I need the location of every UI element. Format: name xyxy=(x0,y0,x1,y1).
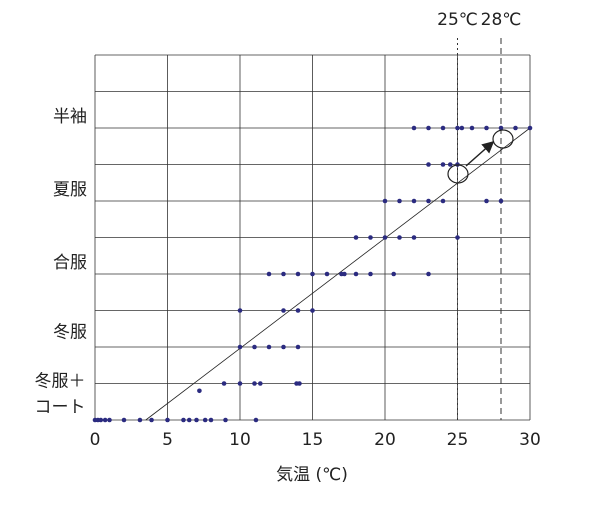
point xyxy=(411,198,417,204)
x-tick-label: 20 xyxy=(374,430,396,450)
point xyxy=(498,198,504,204)
point xyxy=(342,271,347,277)
highlight-ellipse xyxy=(447,164,469,184)
y-tick-label: 合服 xyxy=(53,253,87,273)
point xyxy=(107,417,112,423)
point xyxy=(297,381,302,386)
point xyxy=(391,271,397,277)
point xyxy=(426,198,431,204)
point xyxy=(324,271,330,277)
point xyxy=(440,125,446,131)
highlight-ellipse xyxy=(492,129,514,149)
point xyxy=(353,235,359,240)
point xyxy=(310,308,315,313)
y-tick-label: 冬服＋コート xyxy=(35,371,86,417)
point xyxy=(102,417,108,423)
point xyxy=(426,162,431,167)
trend-line xyxy=(145,127,531,421)
point xyxy=(165,417,170,423)
point xyxy=(484,125,489,131)
point xyxy=(527,125,533,131)
y-tick-label: 夏服 xyxy=(53,180,87,200)
point xyxy=(426,271,431,277)
point xyxy=(469,125,475,131)
point xyxy=(121,417,127,423)
point xyxy=(397,198,402,204)
point xyxy=(382,198,388,204)
point xyxy=(208,417,214,423)
point xyxy=(252,344,257,350)
point xyxy=(440,162,446,167)
point xyxy=(368,271,373,277)
x-tick-label: 5 xyxy=(162,430,173,450)
point xyxy=(498,125,504,131)
reference-label: 28℃ xyxy=(481,10,522,30)
point xyxy=(411,125,417,131)
point xyxy=(223,417,228,423)
point xyxy=(447,162,453,167)
x-tick-label: 0 xyxy=(90,430,101,450)
point xyxy=(194,417,199,423)
point xyxy=(426,125,431,131)
point xyxy=(237,308,243,313)
point xyxy=(411,235,417,240)
point xyxy=(281,344,286,350)
point xyxy=(484,198,489,204)
reference-label: 25℃ xyxy=(437,10,478,30)
x-axis-title: 気温 (℃) xyxy=(276,465,348,485)
x-tick-label: 15 xyxy=(302,430,324,450)
point xyxy=(252,381,257,386)
x-tick-label: 10 xyxy=(229,430,251,450)
plot: 0 5 10 15 20 25 30 冬服＋コート 冬服 合服 夏服 半袖 25℃ 28℃ xyxy=(35,10,541,450)
point xyxy=(237,344,243,350)
y-tick-label: 冬服 xyxy=(53,322,87,342)
point xyxy=(382,235,388,240)
point xyxy=(281,308,286,313)
point xyxy=(181,417,186,423)
point xyxy=(459,125,465,131)
point xyxy=(266,344,272,350)
point xyxy=(513,125,518,131)
x-tick-label: 25 xyxy=(447,430,469,450)
point xyxy=(397,235,402,240)
point xyxy=(202,417,208,423)
point xyxy=(455,235,460,240)
point xyxy=(295,308,301,313)
point xyxy=(221,381,227,386)
point xyxy=(455,125,460,131)
point xyxy=(237,381,243,386)
point xyxy=(440,198,446,204)
x-tick-label: 30 xyxy=(519,430,541,450)
point xyxy=(137,417,143,423)
point xyxy=(281,271,286,277)
point xyxy=(186,417,192,423)
point xyxy=(197,388,202,394)
arrow xyxy=(465,141,495,167)
point xyxy=(295,271,301,277)
y-tick-label: 半袖 xyxy=(53,107,87,127)
point xyxy=(253,417,259,423)
point xyxy=(295,344,301,350)
point xyxy=(266,271,272,277)
point xyxy=(353,271,359,277)
point xyxy=(310,271,315,277)
point xyxy=(258,381,263,386)
point xyxy=(368,235,373,240)
point xyxy=(98,417,104,423)
point xyxy=(149,417,154,423)
